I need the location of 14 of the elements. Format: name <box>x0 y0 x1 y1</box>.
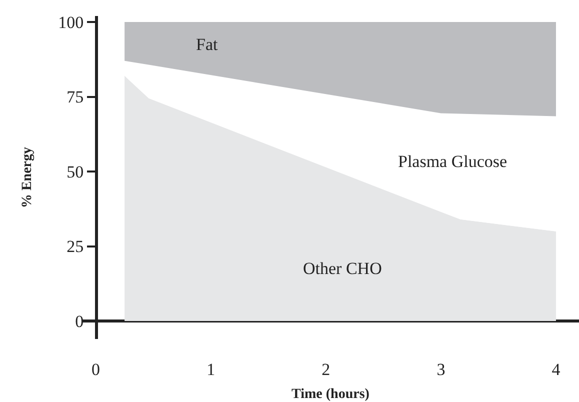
x-tick-label: 3 <box>436 360 446 379</box>
y-tick-label: 25 <box>66 237 84 256</box>
y-tick-label: 75 <box>66 88 84 107</box>
y-tick-label: 100 <box>58 12 84 32</box>
x-tick-label: 2 <box>322 360 330 379</box>
x-tick-label: 1 <box>206 360 216 379</box>
y-axis-title: % Energy <box>20 146 35 208</box>
series-label: Other CHO <box>303 259 382 278</box>
series-label: Fat <box>196 35 218 54</box>
x-tick-label: 4 <box>552 360 561 379</box>
x-tick-label: 0 <box>92 360 100 379</box>
x-axis-title: Time (hours) <box>292 387 370 402</box>
series-label: Plasma Glucose <box>398 152 508 171</box>
y-tick-label: 50 <box>66 162 84 182</box>
